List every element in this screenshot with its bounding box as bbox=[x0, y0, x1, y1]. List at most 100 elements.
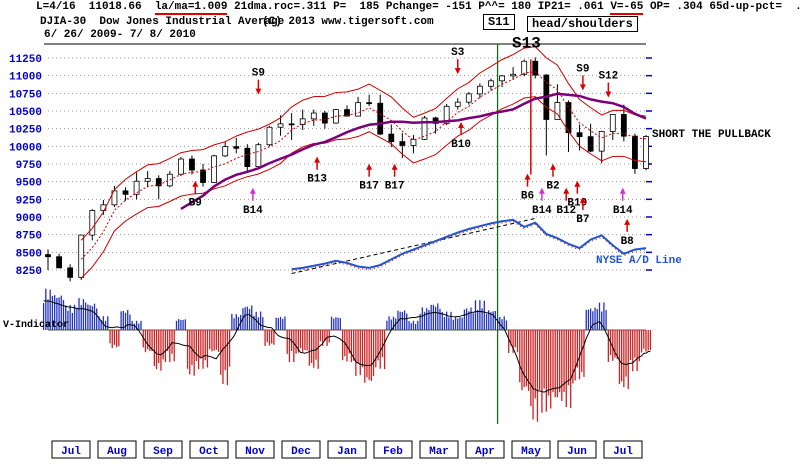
month-label: Jun bbox=[567, 446, 587, 458]
month-axis: Jul Aug Sep Oct Nov Dec Jan Feb Mar Apr May Jun Jul bbox=[51, 440, 643, 459]
v-bar bbox=[162, 330, 164, 360]
v-bar bbox=[317, 330, 319, 369]
annotation-nyse-a-d-line: NYSE A/D Line bbox=[596, 255, 682, 267]
v-bar bbox=[556, 330, 559, 398]
v-bar bbox=[430, 304, 432, 330]
signal-b2: B2 bbox=[546, 181, 559, 193]
v-bar bbox=[441, 311, 443, 330]
candle-body bbox=[576, 132, 583, 138]
y-axis-label: 10000 bbox=[9, 142, 42, 154]
v-bar bbox=[516, 330, 519, 353]
v-bar bbox=[91, 306, 93, 330]
v-bar bbox=[191, 330, 193, 366]
month-label: Jan bbox=[337, 446, 357, 458]
month-label: May bbox=[521, 446, 541, 458]
v-bar bbox=[76, 307, 78, 330]
candle-body bbox=[344, 109, 350, 117]
v-bar bbox=[213, 330, 215, 351]
candle-body bbox=[233, 146, 240, 149]
v-bar bbox=[423, 311, 426, 330]
v-bar bbox=[160, 330, 162, 371]
signal-b8: B8 bbox=[621, 236, 635, 248]
v-bar bbox=[545, 330, 547, 412]
candle-body bbox=[355, 102, 361, 117]
buy-arrow-icon bbox=[538, 187, 545, 194]
month-label: Sep bbox=[153, 446, 173, 458]
v-bar bbox=[450, 311, 452, 330]
price-gridlines: 11250 11000 10750 10500 10250 10000 9750 9500 92… bbox=[9, 54, 652, 278]
y-axis-label: 9250 bbox=[16, 195, 42, 207]
v-bar bbox=[375, 330, 377, 368]
v-bar bbox=[457, 318, 459, 330]
v-bar bbox=[539, 330, 541, 391]
candle-body bbox=[255, 144, 262, 168]
candle-body bbox=[410, 138, 417, 146]
v-bar bbox=[62, 299, 65, 330]
v-bar bbox=[153, 330, 155, 367]
v-bar bbox=[237, 316, 240, 330]
v-bar bbox=[649, 330, 652, 351]
v-bar bbox=[118, 330, 120, 347]
v-bar bbox=[625, 330, 627, 377]
buy-arrow-icon bbox=[549, 163, 556, 170]
v-bar bbox=[357, 330, 359, 364]
candle-body bbox=[476, 85, 483, 95]
month-cell bbox=[327, 440, 367, 459]
v-bar bbox=[534, 330, 536, 399]
v-bar bbox=[601, 311, 603, 330]
v-bar bbox=[324, 330, 326, 342]
v-bar bbox=[481, 308, 483, 330]
v-bar bbox=[173, 330, 175, 362]
header-stats-line: L=4/16 11018.66 la/ma=1.009 21dma.roc=.3… bbox=[36, 1, 800, 15]
v-bar bbox=[443, 317, 446, 330]
v-bar bbox=[231, 313, 233, 330]
v-bar bbox=[452, 319, 454, 330]
y-axis-label: 8250 bbox=[16, 266, 42, 278]
v-bar bbox=[47, 299, 49, 330]
y-axis-label: 11000 bbox=[9, 72, 42, 84]
v-bar bbox=[166, 330, 169, 351]
candle-body bbox=[465, 93, 472, 103]
v-bar bbox=[583, 330, 585, 377]
month-cell bbox=[189, 440, 229, 459]
v-bar bbox=[268, 330, 271, 346]
v-bar bbox=[521, 330, 523, 391]
v-bar bbox=[87, 304, 89, 330]
v-bar bbox=[605, 310, 607, 330]
v-ma-line bbox=[43, 300, 651, 393]
candle-body bbox=[299, 118, 306, 125]
candle-body bbox=[609, 114, 616, 132]
annotation-box-head-shoulders: head/shoulders bbox=[527, 16, 638, 32]
y-axis-label: 9500 bbox=[16, 178, 42, 190]
candle-body bbox=[133, 180, 140, 195]
v-bar bbox=[623, 330, 625, 388]
v-bar bbox=[262, 317, 264, 330]
v-bar bbox=[412, 320, 415, 330]
month-cell bbox=[373, 440, 413, 459]
v-bar bbox=[304, 330, 306, 351]
v-bar bbox=[636, 330, 638, 372]
v-bar bbox=[379, 330, 381, 369]
ad-line-dotted bbox=[291, 221, 647, 272]
v-bar bbox=[275, 317, 277, 330]
signal-b10: B10 bbox=[451, 139, 471, 151]
y-axis-label: 11250 bbox=[9, 54, 42, 66]
v-bar bbox=[348, 330, 350, 354]
v-bar bbox=[330, 316, 333, 330]
v-bar bbox=[228, 330, 231, 367]
signal-s12: S12 bbox=[598, 70, 618, 82]
v-bar bbox=[585, 309, 587, 330]
month-cell bbox=[143, 440, 183, 459]
v-bar bbox=[372, 330, 375, 376]
month-label: Oct bbox=[199, 446, 219, 458]
v-bar bbox=[293, 330, 295, 363]
v-bar bbox=[550, 330, 552, 409]
v-bar bbox=[151, 330, 153, 351]
v-bar bbox=[390, 319, 392, 330]
candle-body bbox=[620, 114, 627, 137]
v-bar bbox=[408, 321, 410, 330]
v-bar bbox=[89, 305, 91, 330]
v-bar bbox=[235, 314, 237, 330]
slow-ma-purple bbox=[180, 92, 647, 211]
month-label: Mar bbox=[429, 446, 449, 458]
